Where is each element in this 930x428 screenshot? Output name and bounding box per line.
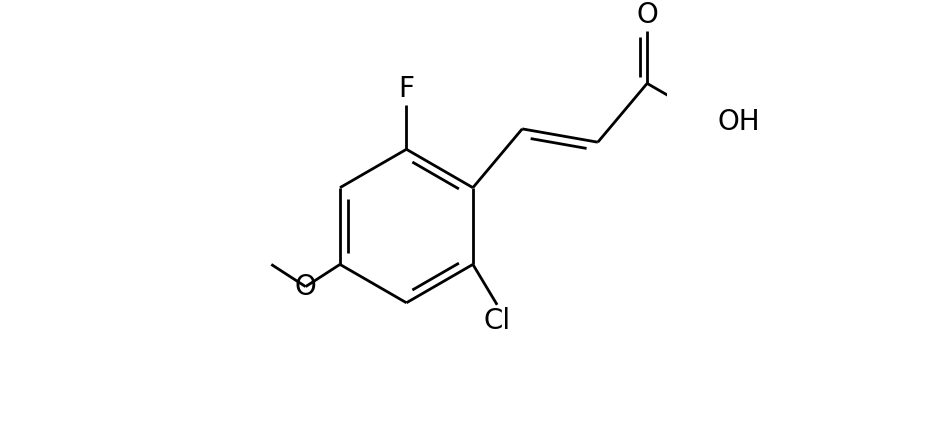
Text: Cl: Cl	[484, 307, 511, 335]
Text: F: F	[398, 75, 415, 103]
Text: OH: OH	[718, 108, 760, 136]
Text: O: O	[636, 1, 658, 29]
Text: O: O	[295, 273, 316, 301]
